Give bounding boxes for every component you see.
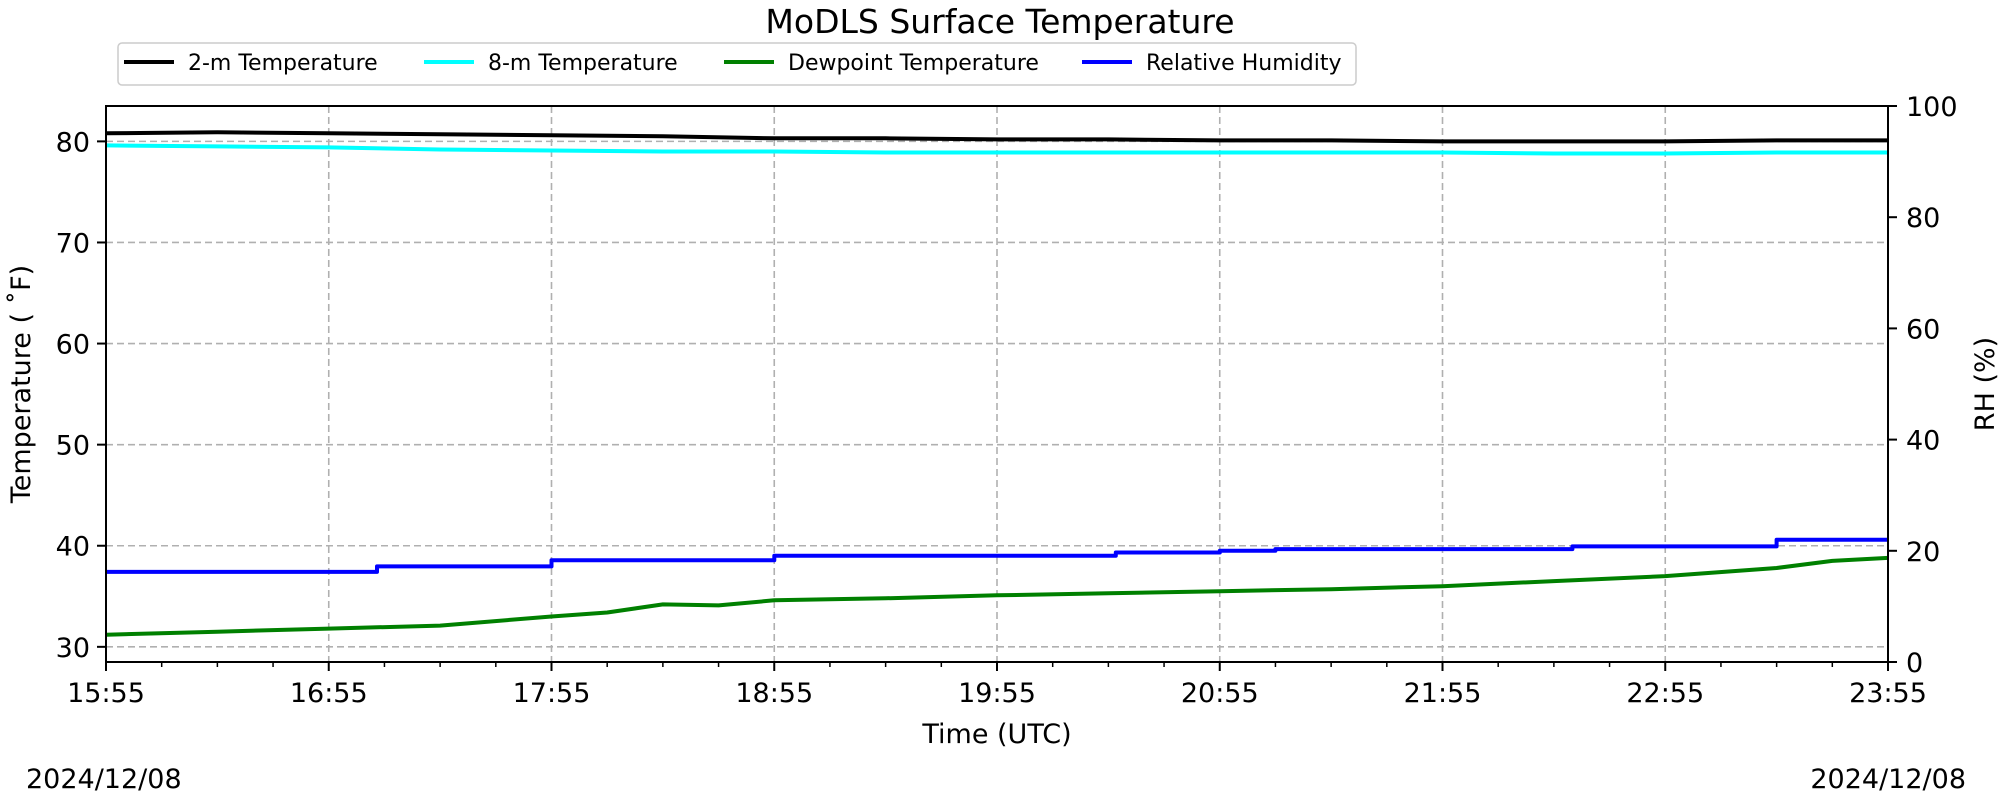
x-tick-label: 23:55 xyxy=(1849,678,1927,709)
y-right-tick-label: 100 xyxy=(1906,92,1958,123)
x-tick-label: 20:55 xyxy=(1181,678,1259,709)
start-date: 2024/12/08 xyxy=(26,764,182,795)
x-tick-label: 22:55 xyxy=(1626,678,1704,709)
y-right-tick-label: 40 xyxy=(1906,426,1940,457)
series-line-8-m-temperature xyxy=(105,143,1888,156)
legend-label-relative-humidity: Relative Humidity xyxy=(1146,51,1341,76)
x-tick-label: 15:55 xyxy=(67,678,145,709)
legend-label-8-m-temperature: 8-m Temperature xyxy=(488,51,678,76)
y-left-tick-label: 80 xyxy=(56,127,90,158)
x-tick-label: 18:55 xyxy=(735,678,813,709)
x-axis-label: Time (UTC) xyxy=(921,719,1071,750)
y-right-tick-label: 0 xyxy=(1906,648,1923,679)
y-axis-left: 30 40 50 60 70 80 xyxy=(56,127,106,664)
end-date: 2024/12/08 xyxy=(1810,764,1966,795)
legend-label-dewpoint-temperature: Dewpoint Temperature xyxy=(788,51,1039,76)
y-axis-left-label: Temperature ( ˚F) xyxy=(6,265,37,504)
x-tick-label: 21:55 xyxy=(1404,678,1482,709)
x-axis: 15:55 16:55 17:55 18:55 19:55 20:55 21:55 22:55… xyxy=(67,662,1927,709)
x-tick-label: 16:55 xyxy=(290,678,368,709)
y-left-tick-label: 50 xyxy=(56,431,90,462)
y-axis-right: 0 20 40 60 80 100 xyxy=(1888,92,1958,679)
series-layer xyxy=(105,130,1889,637)
series-line-relative-humidity xyxy=(106,537,1888,574)
x-tick-label: 19:55 xyxy=(958,678,1036,709)
y-left-tick-label: 40 xyxy=(56,532,90,563)
series-line-dewpoint-temperature xyxy=(105,555,1889,637)
y-right-tick-label: 60 xyxy=(1906,314,1940,345)
y-left-tick-label: 70 xyxy=(56,228,90,259)
y-right-tick-label: 80 xyxy=(1906,203,1940,234)
grid xyxy=(106,106,1888,662)
x-tick-label: 17:55 xyxy=(513,678,591,709)
y-axis-right-label: RH (%) xyxy=(1970,337,2000,431)
y-left-tick-label: 30 xyxy=(56,633,90,664)
chart-title: MoDLS Surface Temperature xyxy=(765,2,1234,41)
legend: 2-m Temperature 8-m Temperature Dewpoint T… xyxy=(117,42,1357,86)
legend-label-2-m-temperature: 2-m Temperature xyxy=(188,51,378,76)
series-line-2-m-temperature xyxy=(105,130,1888,144)
y-right-tick-label: 20 xyxy=(1906,537,1940,568)
y-left-tick-label: 60 xyxy=(56,330,90,361)
